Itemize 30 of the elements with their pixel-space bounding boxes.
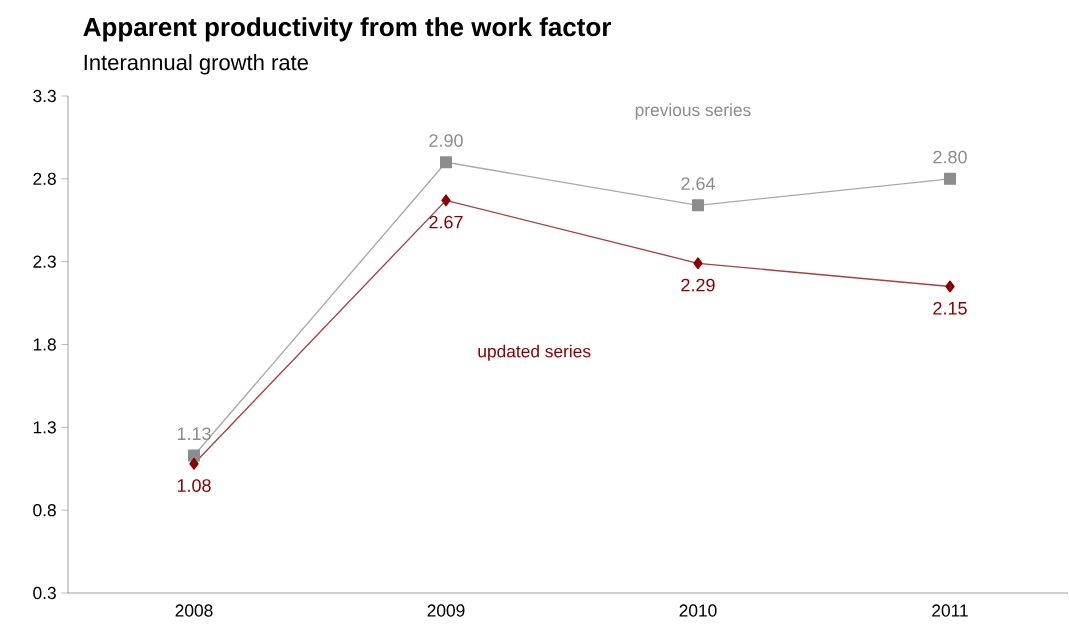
data-label: 1.13 bbox=[177, 427, 211, 441]
y-tick-label: 1.8 bbox=[33, 338, 56, 351]
y-tick-label: 2.8 bbox=[33, 172, 56, 185]
chart-subtitle: Interannual growth rate bbox=[84, 54, 308, 75]
y-tick-label: 0.8 bbox=[33, 504, 56, 517]
data-label: 2.90 bbox=[429, 134, 463, 147]
chart-title: Apparent productivity from the work factor bbox=[83, 17, 612, 42]
point bbox=[943, 172, 956, 185]
text: previous series bbox=[635, 103, 751, 120]
y-tick-label: 2.3 bbox=[33, 255, 56, 268]
y-tick-label: 0.3 bbox=[33, 586, 56, 600]
x-tick-label: 2008 bbox=[175, 604, 213, 617]
point bbox=[441, 194, 451, 207]
y-tick-label: 3.3 bbox=[33, 89, 56, 103]
data-label: 1.08 bbox=[177, 479, 211, 492]
point bbox=[189, 457, 199, 470]
text: updated series bbox=[478, 344, 591, 361]
x-tick-label: 2011 bbox=[932, 604, 968, 617]
x-tick-label: 2010 bbox=[679, 604, 717, 617]
data-label: 2.67 bbox=[429, 215, 463, 229]
data-label: 2.64 bbox=[681, 177, 715, 190]
point bbox=[945, 280, 955, 293]
data-label: 2.80 bbox=[933, 150, 967, 164]
data-label: 2.15 bbox=[933, 301, 967, 315]
x-tick-label: 2009 bbox=[427, 604, 465, 617]
y-tick-label: 1.3 bbox=[33, 421, 56, 434]
point bbox=[692, 199, 704, 212]
data-label: 2.29 bbox=[681, 278, 715, 292]
point bbox=[693, 257, 703, 270]
point bbox=[440, 156, 452, 169]
